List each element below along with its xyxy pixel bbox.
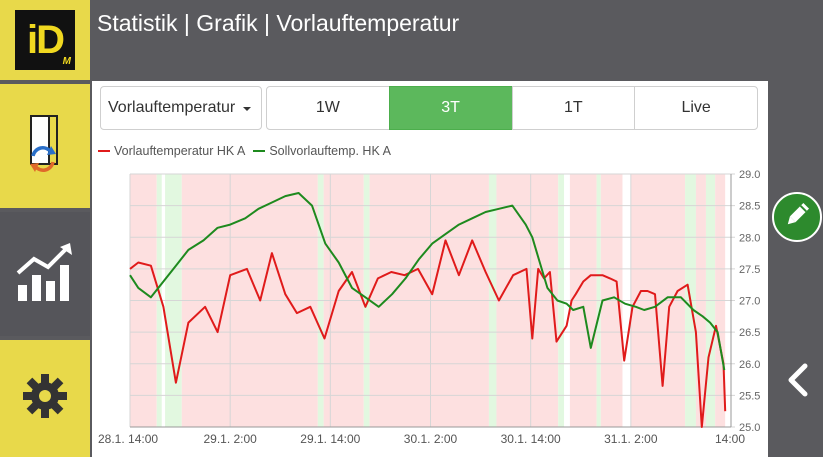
time-range-group: 1W 3T 1T Live bbox=[266, 86, 758, 130]
y-tick-label: 26.0 bbox=[739, 359, 760, 371]
x-tick-label: 31.1. 2:00 bbox=[604, 432, 658, 446]
logo-mark: iD M bbox=[15, 10, 75, 70]
chart-legend: Vorlauftemperatur HK A Sollvorlauftemp. … bbox=[98, 144, 399, 158]
x-tick-label: 28.1. 14:00 bbox=[98, 432, 158, 446]
gear-icon bbox=[21, 372, 69, 425]
series-line-vorlauftemperatur bbox=[129, 239, 727, 428]
legend-entry-red[interactable]: Vorlauftemperatur HK A bbox=[98, 144, 245, 158]
x-tick-label: 30.1. 14:00 bbox=[501, 432, 561, 446]
y-tick-label: 28.0 bbox=[739, 232, 760, 244]
logo-text: iD bbox=[27, 17, 65, 62]
sidebar-item-statistics[interactable] bbox=[0, 212, 90, 336]
legend-swatch-green bbox=[253, 150, 266, 152]
y-tick-label: 25.5 bbox=[739, 390, 760, 402]
y-tick-label: 27.0 bbox=[739, 296, 760, 308]
legend-entry-green[interactable]: Sollvorlauftemp. HK A bbox=[253, 144, 391, 158]
y-tick-label: 29.0 bbox=[739, 169, 760, 181]
x-tick-label: 29.1. 2:00 bbox=[203, 432, 257, 446]
legend-label: Vorlauftemperatur HK A bbox=[114, 144, 246, 158]
caret-down-icon bbox=[243, 107, 251, 111]
metric-select[interactable]: Vorlauftemperatur bbox=[100, 86, 262, 130]
range-button-1t[interactable]: 1T bbox=[511, 86, 636, 130]
x-tick-label: 30.1. 2:00 bbox=[404, 432, 458, 446]
chart-panel: Vorlauftemperatur 1W 3T 1T Live Vorlauft… bbox=[92, 81, 768, 457]
app-logo[interactable]: iD M bbox=[0, 0, 90, 80]
y-tick-label: 25.0 bbox=[739, 422, 760, 434]
x-tick-label: 29.1. 14:00 bbox=[300, 432, 360, 446]
edit-button[interactable] bbox=[772, 192, 822, 242]
sidebar-item-settings[interactable] bbox=[0, 340, 90, 457]
range-button-3t[interactable]: 3T bbox=[388, 86, 513, 130]
chevron-left-icon bbox=[785, 362, 811, 403]
y-tick-label: 28.5 bbox=[739, 201, 760, 213]
series-line-sollvorlauftemp bbox=[129, 192, 726, 371]
range-button-1w[interactable]: 1W bbox=[266, 86, 390, 130]
range-button-live[interactable]: Live bbox=[634, 86, 758, 130]
y-tick-label: 26.5 bbox=[739, 327, 760, 339]
pencil-icon bbox=[783, 201, 811, 234]
logo-subtext: M bbox=[62, 56, 71, 67]
metric-select-value: Vorlauftemperatur bbox=[108, 99, 236, 116]
door-refresh-icon bbox=[23, 112, 67, 181]
page-title: Statistik | Grafik | Vorlauftemperatur bbox=[97, 10, 460, 36]
legend-label: Sollvorlauftemp. HK A bbox=[269, 144, 391, 158]
line-chart: 25.0 25.5 26.0 26.5 27.0 27.5 28.0 28.5 29.0 28.1… bbox=[98, 169, 760, 446]
sidebar-item-navigation[interactable] bbox=[0, 84, 90, 208]
bar-chart-trend-icon bbox=[14, 241, 76, 308]
y-tick-label: 27.5 bbox=[739, 264, 760, 276]
legend-swatch-red bbox=[98, 150, 110, 152]
back-button[interactable] bbox=[780, 362, 816, 402]
x-tick-label: 14:00 bbox=[715, 432, 745, 446]
